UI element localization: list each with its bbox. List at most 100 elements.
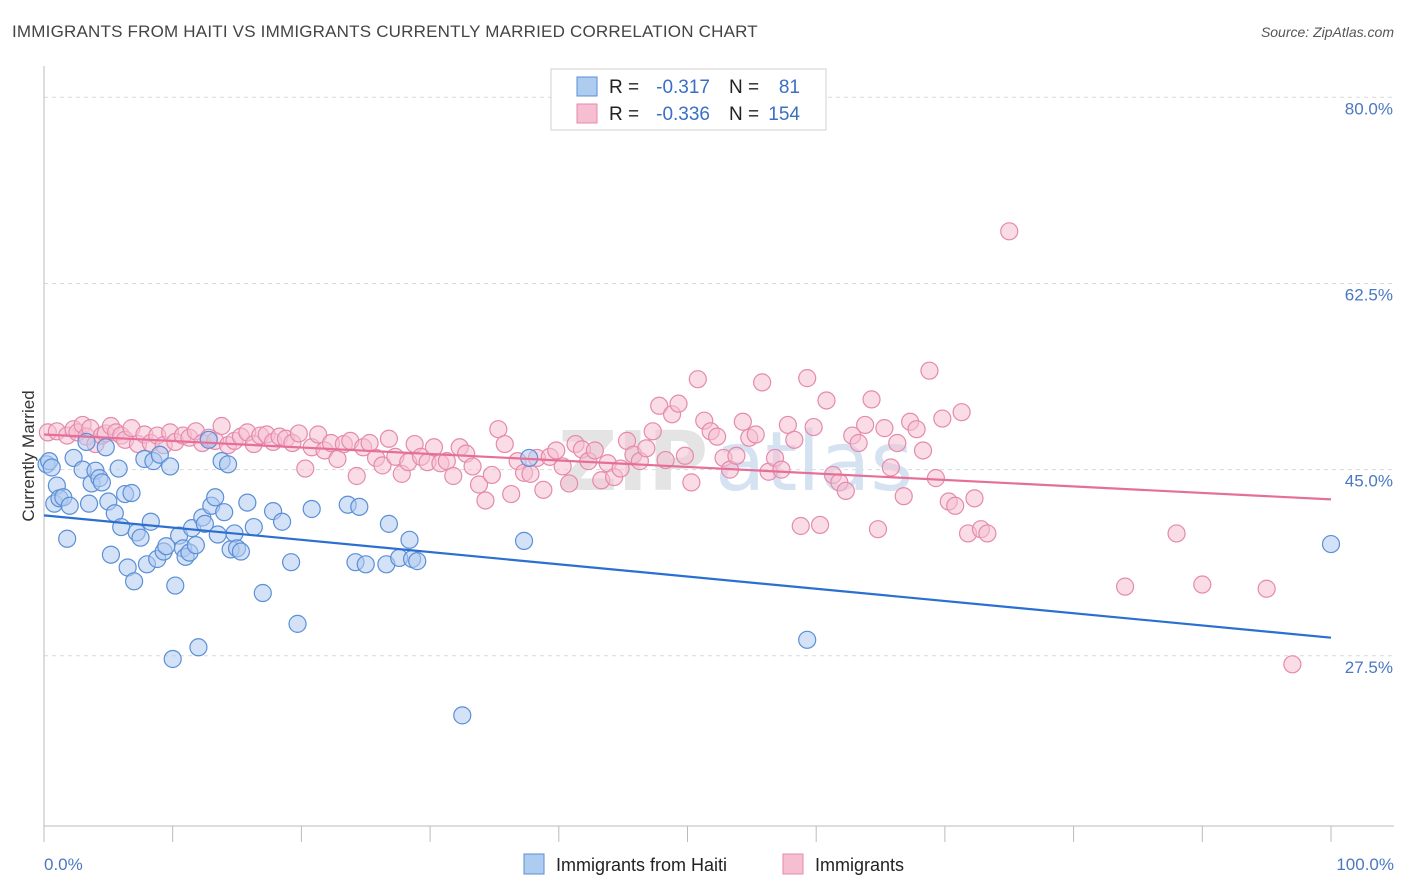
immigrants-point	[379, 429, 399, 448]
immigrants-point	[495, 434, 514, 454]
immigrants-point	[862, 390, 881, 409]
immigrants-point	[476, 491, 495, 510]
haiti-point	[218, 455, 238, 474]
haiti-point	[161, 457, 180, 476]
y-axis-title: Currently Married	[19, 390, 38, 521]
immigrants-point	[682, 473, 701, 492]
immigrants-point	[933, 409, 952, 428]
immigrants-point	[309, 425, 328, 444]
y-tick-label: 27.5%	[1345, 658, 1393, 677]
immigrants-point	[463, 457, 482, 476]
haiti-point	[101, 545, 121, 564]
immigrants-point	[791, 516, 810, 536]
haiti-point	[231, 542, 251, 561]
immigrants-point	[1167, 524, 1186, 543]
haiti-point	[58, 529, 77, 548]
haiti-point	[186, 536, 205, 555]
haiti-point	[798, 630, 817, 649]
haiti-point	[350, 497, 369, 516]
top-legend: R = -0.317 N = 81 R = -0.336 N = 154	[550, 68, 827, 131]
immigrants-point	[817, 391, 836, 410]
immigrants-points	[38, 222, 1302, 674]
y-tick-label: 45.0%	[1345, 472, 1393, 491]
immigrants-point	[502, 484, 521, 504]
immigrants-point	[772, 460, 791, 479]
bottom-legend-label-immigrants: Immigrants	[815, 855, 904, 875]
haiti-point	[238, 493, 257, 512]
immigrants-point	[868, 520, 888, 539]
haiti-point	[124, 572, 144, 591]
legend-r-label-immigrants: R =	[609, 104, 639, 125]
haiti-point	[453, 706, 472, 725]
x-tick-label-100: 100.0%	[1336, 855, 1394, 874]
haiti-point	[215, 503, 234, 522]
immigrants-point	[907, 420, 926, 439]
haiti-point	[408, 552, 427, 571]
haiti-point	[166, 576, 185, 595]
grid-layer	[44, 96, 1394, 657]
chart-title: IMMIGRANTS FROM HAITI VS IMMIGRANTS CURR…	[12, 22, 758, 41]
immigrants-point	[669, 394, 688, 413]
haiti-point	[189, 638, 208, 657]
immigrants-point	[424, 438, 444, 457]
immigrants-point	[875, 419, 894, 438]
immigrants-point	[753, 373, 772, 392]
legend-n-label-haiti: N =	[729, 77, 759, 98]
immigrants-point	[733, 412, 752, 431]
haiti-point	[42, 458, 61, 477]
haiti-point	[514, 531, 534, 550]
haiti-point	[141, 512, 160, 531]
haiti-point	[92, 473, 112, 492]
immigrants-point	[965, 489, 984, 508]
immigrants-point	[444, 466, 463, 486]
immigrants-point	[856, 415, 875, 435]
immigrants-point	[798, 369, 817, 388]
immigrants-point	[643, 422, 662, 441]
immigrants-point	[521, 464, 540, 483]
immigrants-point	[585, 441, 604, 460]
immigrants-point	[1115, 577, 1135, 596]
immigrants-point	[978, 524, 997, 543]
haiti-point	[199, 430, 218, 449]
y-tick-labels: 27.5% 45.0% 62.5% 80.0%	[1345, 99, 1393, 677]
immigrants-point	[1257, 579, 1276, 598]
haiti-point	[288, 614, 307, 633]
legend-n-label-immigrants: N =	[729, 104, 759, 125]
immigrants-point	[913, 441, 933, 460]
haiti-point	[109, 459, 128, 478]
immigrants-point	[688, 370, 707, 389]
haiti-point	[302, 499, 321, 519]
y-tick-label: 80.0%	[1345, 99, 1393, 118]
immigrants-point	[836, 481, 855, 500]
immigrants-point	[534, 480, 553, 499]
haiti-trend-line	[43, 514, 1332, 639]
haiti-point	[96, 438, 115, 457]
immigrants-point	[881, 458, 900, 477]
immigrants-point	[650, 396, 669, 415]
immigrants-point	[804, 417, 823, 437]
haiti-point	[400, 530, 419, 549]
haiti-point	[253, 583, 272, 603]
trend-lines	[43, 433, 1332, 639]
legend-r-value-immigrants: -0.336	[656, 104, 710, 125]
immigrants-point	[946, 496, 965, 515]
immigrants-point	[296, 459, 315, 478]
haiti-point	[379, 514, 399, 533]
immigrants-trend-line	[43, 433, 1332, 501]
haiti-point	[1321, 534, 1341, 554]
immigrants-point	[888, 433, 907, 453]
legend-r-label-haiti: R =	[609, 77, 639, 98]
immigrants-point	[849, 433, 868, 453]
x-tick-label-0: 0.0%	[44, 855, 83, 874]
bottom-legend: Immigrants from Haiti Immigrants	[523, 853, 904, 875]
immigrants-point	[1283, 655, 1302, 674]
immigrants-point	[920, 361, 939, 380]
legend-n-value-haiti: 81	[779, 77, 800, 98]
immigrants-point	[559, 474, 579, 493]
bottom-legend-swatch-haiti	[523, 853, 545, 875]
haiti-point	[272, 512, 292, 531]
immigrants-point	[675, 446, 695, 465]
immigrants-point	[656, 450, 675, 470]
haiti-point	[208, 525, 227, 544]
